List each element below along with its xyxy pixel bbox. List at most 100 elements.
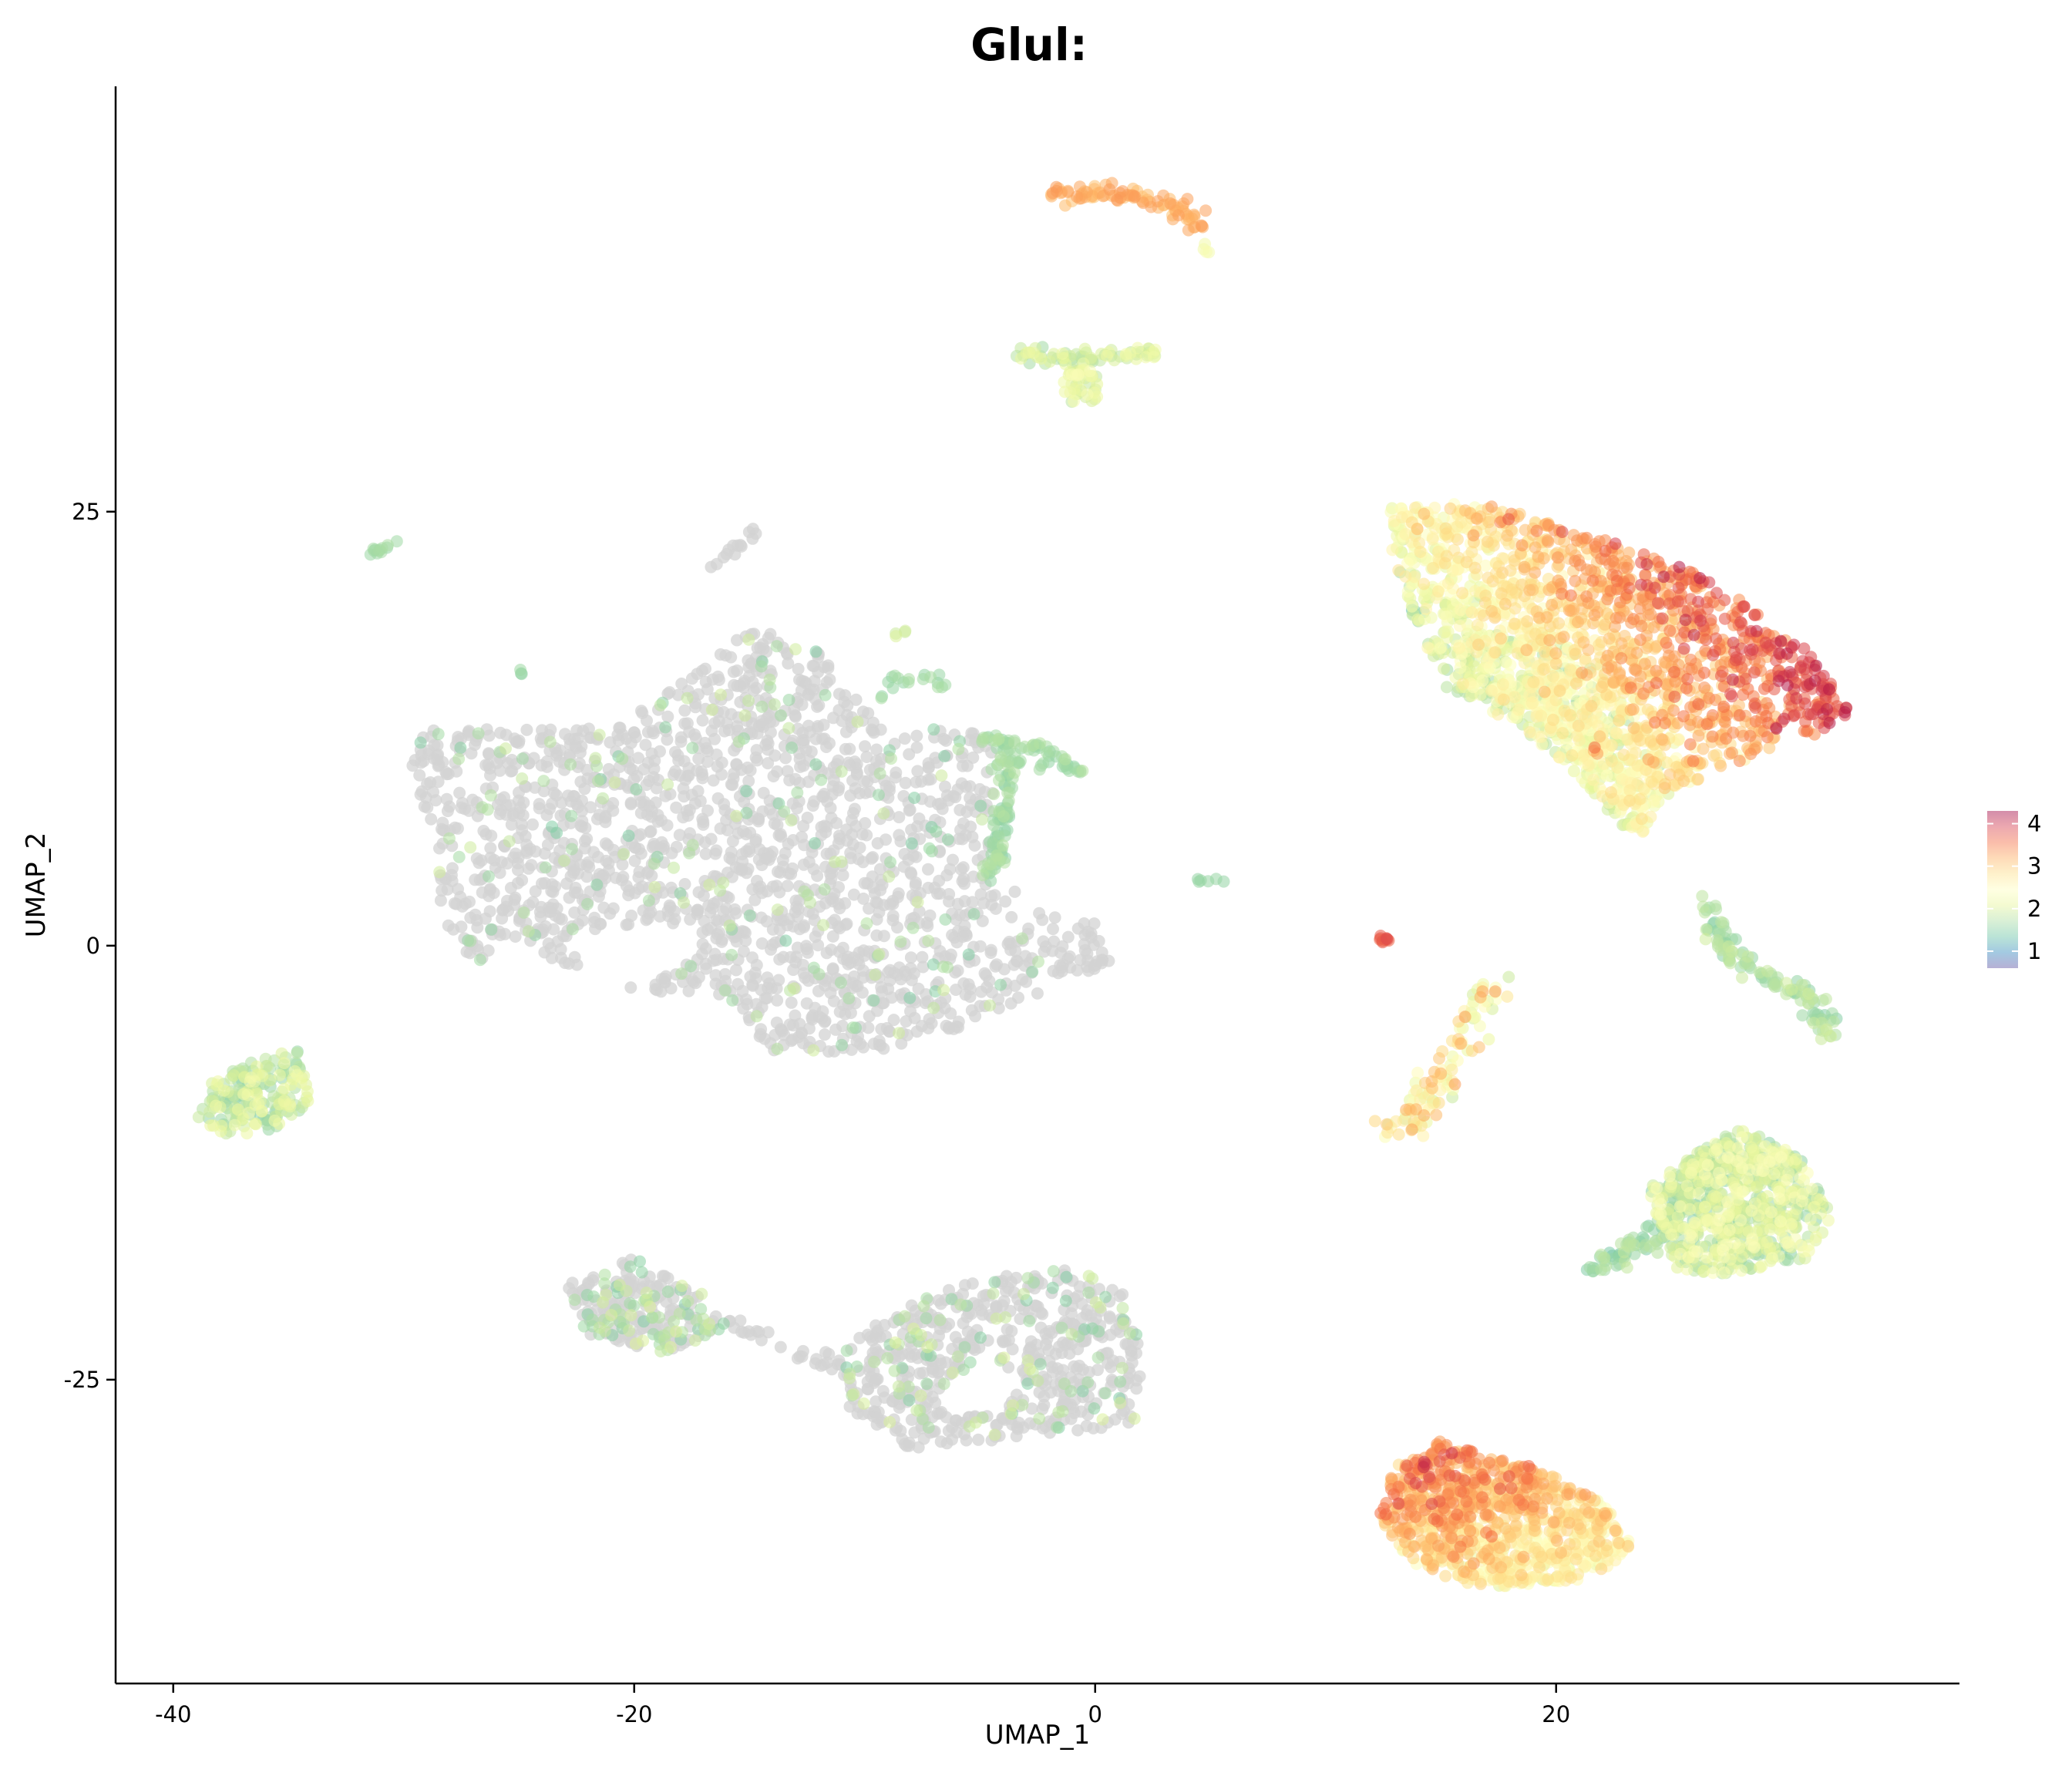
cell-point-zero: [1055, 964, 1068, 977]
cell-point: [921, 1340, 934, 1354]
cell-point-zero: [789, 709, 802, 722]
cell-point-zero: [684, 913, 697, 926]
cell-point-zero: [692, 752, 705, 765]
cell-point: [1114, 1375, 1127, 1388]
cell-point-zero: [742, 1325, 755, 1338]
cell-point: [1032, 955, 1044, 968]
cell-point-zero: [985, 890, 997, 903]
cell-point-zero: [479, 758, 493, 772]
cell-point-zero: [691, 764, 704, 777]
cell-point-zero: [719, 974, 732, 987]
cell-point: [622, 829, 635, 843]
chart-title: Glul:: [970, 18, 1088, 71]
cell-point: [817, 919, 829, 932]
cell-point: [888, 1364, 901, 1377]
cell-point: [873, 767, 886, 780]
cell-point-zero: [999, 895, 1012, 908]
cell-point: [1115, 1361, 1128, 1374]
cell-point: [877, 807, 890, 820]
cell-point-zero: [1116, 1288, 1129, 1301]
cell-point-zero: [508, 732, 521, 745]
cell-point: [210, 1099, 222, 1112]
cell-point: [249, 1118, 262, 1131]
cell-point: [740, 785, 753, 798]
cell-point-zero: [649, 1280, 662, 1293]
cell-point-zero: [844, 789, 857, 802]
cell-point-zero: [911, 765, 924, 778]
cell-point-zero: [698, 836, 711, 849]
cell-point: [514, 664, 527, 676]
cell-point: [1674, 1247, 1687, 1260]
cell-point: [920, 1312, 933, 1325]
cell-point-zero: [947, 853, 959, 866]
cell-point-zero: [712, 915, 725, 928]
cell-point-zero: [779, 752, 792, 765]
cell-point-zero: [737, 825, 750, 838]
cell-point: [539, 861, 552, 874]
cell-point-zero: [869, 1331, 882, 1344]
cell-point: [1018, 1287, 1030, 1300]
cell-point-zero: [628, 841, 641, 854]
cell-point: [990, 735, 1003, 747]
cell-point: [920, 1377, 933, 1391]
cell-point: [673, 1307, 686, 1320]
cell-point: [798, 885, 811, 898]
cell-point: [1031, 1374, 1044, 1388]
cell-point-zero: [636, 880, 649, 893]
cell-point-zero: [644, 826, 657, 839]
cell-point: [1595, 1248, 1608, 1261]
cell-point-zero: [806, 799, 819, 812]
cell-point-zero: [672, 754, 685, 767]
cell-point: [240, 1127, 254, 1140]
cell-point-zero: [539, 920, 552, 933]
cell-point: [1709, 900, 1722, 913]
cell-point: [885, 752, 897, 765]
cell-point-zero: [1087, 1421, 1100, 1435]
cell-point-zero: [452, 731, 465, 744]
cell-point-zero: [640, 779, 653, 792]
cell-point-zero: [775, 1024, 789, 1038]
cell-point: [1078, 342, 1092, 355]
cell-point: [715, 688, 727, 701]
cell-point-zero: [706, 673, 719, 686]
cell-point: [648, 857, 661, 870]
cell-point: [836, 1038, 848, 1051]
cell-point: [1698, 1168, 1711, 1181]
cell-point-zero: [701, 683, 714, 696]
cell-point-zero: [861, 775, 874, 788]
cell-point: [750, 1010, 763, 1023]
cell-point: [503, 835, 516, 848]
cell-point-zero: [677, 782, 690, 795]
cell-point-zero: [735, 540, 748, 553]
cell-point-zero: [473, 856, 486, 870]
cell-point-zero: [934, 1297, 947, 1310]
cell-point-zero: [1048, 935, 1061, 948]
cell-point: [472, 727, 485, 740]
cell-point-zero: [536, 724, 549, 737]
cell-point: [1781, 1173, 1794, 1186]
cell-point-zero: [427, 785, 439, 799]
cell-point-zero: [601, 839, 614, 852]
cell-point-zero: [899, 776, 912, 789]
cell-point: [605, 1309, 618, 1321]
cell-point: [1440, 681, 1453, 694]
cell-point: [608, 776, 621, 789]
cell-point: [659, 721, 672, 734]
cell-point-zero: [955, 777, 968, 790]
cell-point-zero: [624, 981, 637, 994]
cell-point: [1117, 1317, 1130, 1330]
cell-point: [867, 994, 880, 1007]
cell-point-zero: [730, 758, 743, 772]
cell-point-zero: [700, 962, 713, 975]
cell-point: [473, 954, 486, 967]
cell-point-zero: [1092, 934, 1105, 947]
cell-point: [522, 925, 535, 938]
cell-point-zero: [664, 901, 677, 914]
cell-point: [1092, 1351, 1105, 1364]
cell-point: [1583, 1261, 1596, 1273]
cell-point: [1617, 1246, 1630, 1259]
cell-point-zero: [887, 1014, 900, 1027]
cell-point: [938, 750, 951, 762]
cell-point: [815, 773, 828, 786]
